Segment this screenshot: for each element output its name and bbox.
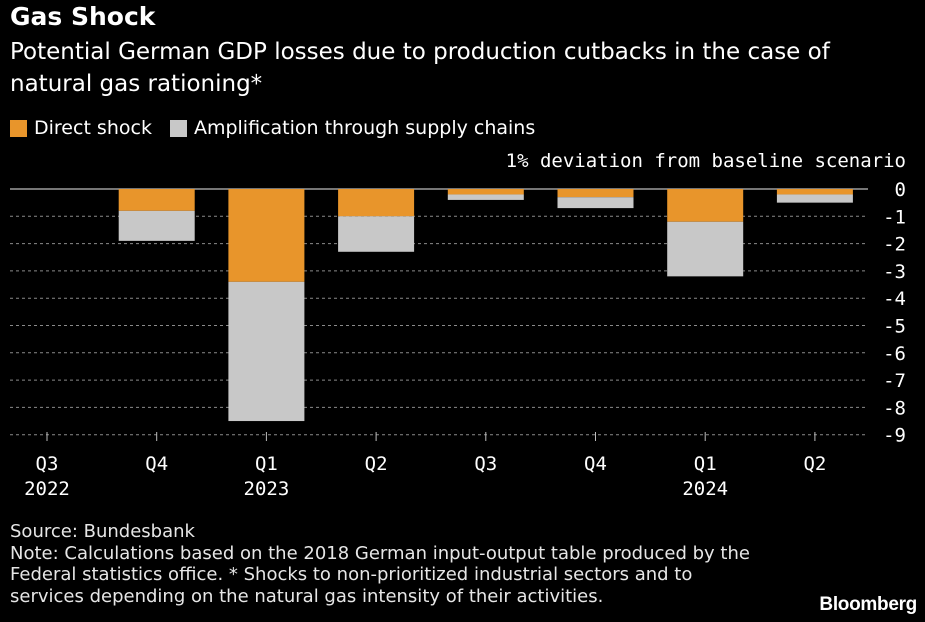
bar-direct-7 — [776, 189, 853, 195]
footnotes: Source: Bundesbank Note: Calculations ba… — [10, 521, 770, 607]
year-label: 2023 — [244, 478, 290, 500]
note-line-2: Federal statistics office. * Shocks to n… — [10, 564, 693, 585]
x-tick-label: Q4 — [584, 453, 607, 475]
bar-amplification-5 — [557, 197, 634, 209]
x-tick-label: Q1 — [255, 453, 278, 475]
legend: Direct shock Amplification through suppl… — [10, 117, 553, 139]
x-axis-ticks: Q3 Q4 Q1 Q2 Q3 Q4 Q1 Q2 2022 2023 2024 — [24, 432, 826, 500]
bar-direct-6 — [667, 189, 744, 222]
legend-label-direct: Direct shock — [34, 117, 152, 139]
x-tick-label: Q3 — [474, 453, 497, 475]
x-tick-label: Q4 — [145, 453, 168, 475]
bar-amplification-4 — [447, 194, 524, 200]
y-axis-label: 1% deviation from baseline scenario — [506, 150, 906, 172]
bar-direct-4 — [447, 189, 524, 195]
x-tick-label: Q2 — [803, 453, 826, 475]
bar-amplification-2 — [228, 281, 305, 422]
bar-amplification-3 — [338, 216, 415, 252]
bar-amplification-1 — [118, 210, 195, 241]
y-tick-label: 0 — [895, 179, 906, 201]
x-tick-label: Q3 — [36, 453, 59, 475]
legend-label-amplification: Amplification through supply chains — [193, 117, 536, 139]
bars — [118, 189, 853, 422]
y-tick-label: -6 — [883, 343, 906, 365]
legend-item-amplification: Amplification through supply chains — [169, 117, 536, 139]
y-tick-labels: 0 -1 -2 -3 -4 -5 -6 -7 -8 -9 — [883, 179, 906, 447]
y-tick-label: -4 — [883, 288, 906, 310]
y-tick-label: -1 — [883, 206, 906, 228]
y-tick-label: -8 — [883, 397, 906, 419]
note-line-3: services depending on the natural gas in… — [10, 585, 604, 607]
bar-direct-1 — [118, 189, 195, 211]
legend-item-direct: Direct shock — [10, 117, 152, 139]
y-tick-label: -7 — [883, 370, 906, 392]
chart-title: Gas Shock — [10, 2, 156, 31]
x-tick-label: Q2 — [365, 453, 388, 475]
y-tick-label: -5 — [883, 316, 906, 338]
bar-direct-2 — [228, 189, 305, 282]
note-line-1: Note: Calculations based on the 2018 Ger… — [10, 542, 750, 564]
y-tick-label: -2 — [883, 234, 906, 256]
y-tick-label: -3 — [883, 261, 906, 283]
bar-amplification-6 — [667, 221, 744, 277]
bar-direct-5 — [557, 189, 634, 198]
bloomberg-logo: Bloomberg — [819, 594, 917, 615]
legend-swatch-direct — [10, 119, 27, 137]
chart-subtitle: Potential German GDP losses due to produ… — [10, 39, 830, 97]
legend-swatch-amplification — [169, 119, 187, 137]
bar-amplification-7 — [776, 194, 853, 203]
year-label: 2024 — [682, 478, 728, 500]
x-tick-label: Q1 — [694, 453, 717, 475]
source-text: Source: Bundesbank — [10, 521, 195, 542]
bar-direct-3 — [338, 189, 415, 217]
year-label: 2022 — [24, 478, 70, 500]
y-tick-label: -9 — [883, 425, 906, 447]
